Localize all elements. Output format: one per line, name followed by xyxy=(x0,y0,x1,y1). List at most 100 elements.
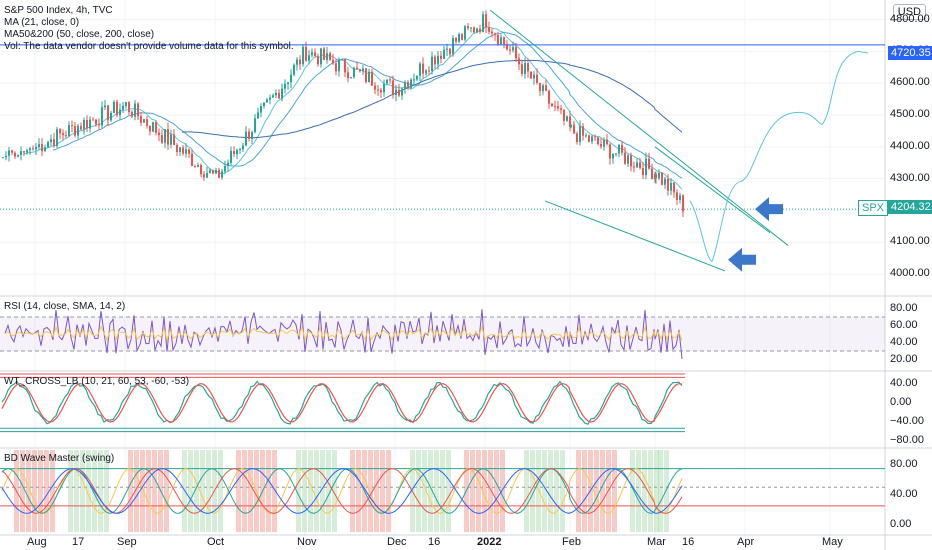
bd-shade-band xyxy=(500,450,505,532)
candle-body xyxy=(386,79,388,84)
time-tick-label: Feb xyxy=(562,536,581,548)
ma-legend[interactable]: MA (21, close, 0) xyxy=(4,17,80,28)
candle-body xyxy=(248,131,250,139)
bd-shade-band xyxy=(368,450,373,532)
bd-shade-band xyxy=(356,450,361,532)
candle-body xyxy=(585,135,587,137)
candle-body xyxy=(627,155,629,164)
candle-body xyxy=(269,97,271,100)
currency-badge[interactable]: USD xyxy=(892,4,926,20)
bd-legend[interactable]: BD Wave Master (swing) xyxy=(4,453,115,464)
bd-shade-band xyxy=(194,450,199,532)
candle-body xyxy=(494,33,496,36)
candle-body xyxy=(257,112,259,119)
candle-body xyxy=(77,126,79,136)
candle-body xyxy=(185,149,187,154)
bd-tick-label: 40.00 xyxy=(890,487,918,500)
bd-shade-band xyxy=(44,450,49,532)
candle-body xyxy=(524,63,526,74)
candle-body xyxy=(615,153,617,155)
rsi-legend[interactable]: RSI (14, close, SMA, 14, 2) xyxy=(4,301,126,312)
candle-body xyxy=(536,74,538,83)
candle-body xyxy=(479,28,481,32)
symbol-legend[interactable]: S&P 500 Index, 4h, TVC xyxy=(4,5,113,16)
candle-body xyxy=(92,119,94,121)
bd-shade-band xyxy=(440,450,445,532)
bd-shade-band xyxy=(658,450,663,532)
rsi-tick-label: 40.00 xyxy=(890,335,918,348)
candle-body xyxy=(134,103,136,117)
bd-shade-band xyxy=(200,450,205,532)
candle-body xyxy=(645,158,647,176)
candle-body xyxy=(107,105,109,121)
candle-body xyxy=(5,155,7,158)
bd-shade-band xyxy=(140,450,145,532)
candle-body xyxy=(317,56,319,65)
bd-shade-band xyxy=(50,450,55,532)
candle-body xyxy=(275,92,277,96)
candle-body xyxy=(14,152,16,157)
wt-legend[interactable]: WT_CROSS_LB (10, 21, 60, 53, -60, -53) xyxy=(4,376,190,387)
rsi-pane xyxy=(0,309,885,359)
candle-body xyxy=(125,102,127,106)
candle-body xyxy=(344,59,346,73)
candle-body xyxy=(206,172,208,178)
candle-body xyxy=(17,154,19,157)
candle-body xyxy=(389,79,391,81)
candle-body xyxy=(591,136,593,142)
bd-shade-band xyxy=(296,450,301,532)
bd-wave-line xyxy=(1,468,683,514)
candle-body xyxy=(149,125,151,132)
time-tick-label: Oct xyxy=(207,536,225,548)
bd-shade-band xyxy=(134,450,139,532)
candle-body xyxy=(500,37,502,45)
candle-body xyxy=(588,135,590,142)
candle-body xyxy=(624,152,626,164)
candle-body xyxy=(332,59,334,64)
candle-body xyxy=(670,182,672,191)
candle-body xyxy=(254,118,256,133)
candle-body xyxy=(545,85,547,91)
candle-body xyxy=(639,162,641,169)
wt-tick-label: 0.00 xyxy=(890,395,912,408)
bd-shade-band xyxy=(32,450,37,532)
candle-body xyxy=(278,92,280,99)
candle-body xyxy=(428,70,430,72)
bd-shade-band xyxy=(248,450,253,532)
candle-body xyxy=(582,126,584,136)
annotation-arrows xyxy=(728,197,783,272)
candle-body xyxy=(642,168,644,176)
candle-body xyxy=(557,106,559,109)
bd-shade-band xyxy=(266,450,271,532)
candle-body xyxy=(651,168,653,180)
candle-body xyxy=(131,112,133,117)
candle-body xyxy=(164,129,166,143)
candle-body xyxy=(2,157,4,159)
candle-body xyxy=(380,89,382,93)
candle-body xyxy=(594,136,596,138)
upper-trendline xyxy=(489,9,789,246)
candle-body xyxy=(47,141,49,148)
wt-tick-label: 40.00 xyxy=(890,376,918,389)
bd-shade-band xyxy=(642,450,647,532)
candle-body xyxy=(11,150,13,153)
ma2-legend[interactable]: MA50&200 (50, close, 200, close) xyxy=(4,29,155,40)
candle-body xyxy=(287,82,289,84)
level-price-tag: 4720.35 xyxy=(888,46,932,60)
bd-shade-band xyxy=(68,450,73,532)
candle-body xyxy=(679,195,681,201)
candle-body xyxy=(68,125,70,137)
wt1-line xyxy=(1,380,683,425)
candle-body xyxy=(293,64,295,75)
bd-shade-band xyxy=(422,450,427,532)
candle-body xyxy=(512,47,514,51)
bd-shade-band xyxy=(314,450,319,532)
candle-body xyxy=(488,27,490,32)
candle-body xyxy=(383,83,385,93)
candle-body xyxy=(170,134,172,145)
candle-body xyxy=(682,195,684,212)
time-tick-label: Mar xyxy=(647,536,666,548)
bd-shade-band xyxy=(320,450,325,532)
candle-body xyxy=(404,82,406,89)
